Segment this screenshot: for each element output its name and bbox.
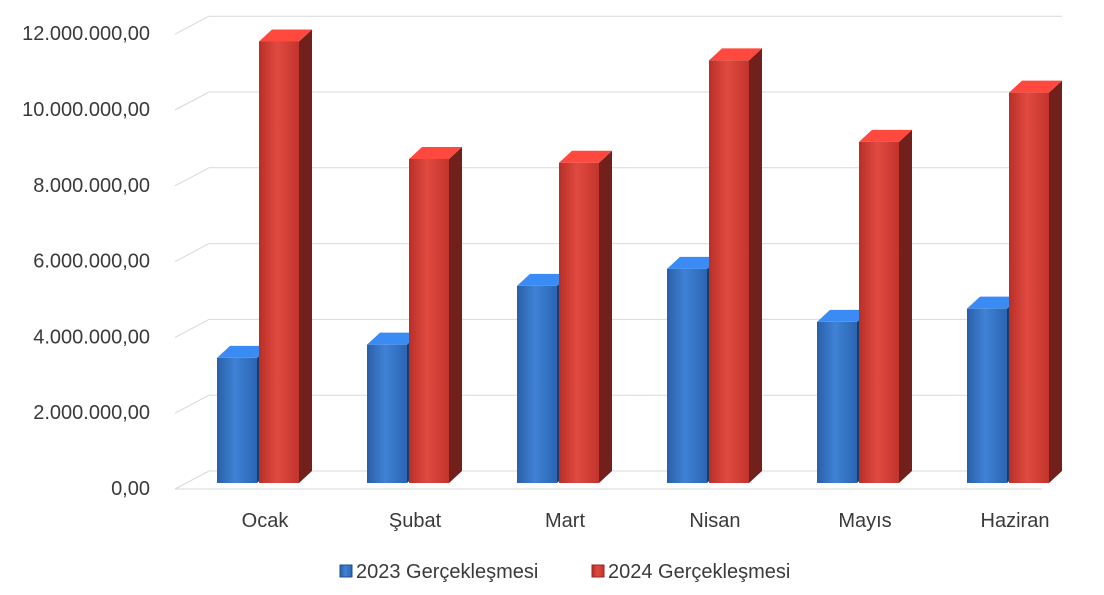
- bar-2024-2-top: [409, 146, 462, 159]
- x-axis-tick-labels: Ocak Şubat Mart Nisan Mayıs Haziran: [242, 510, 1050, 532]
- y-tick-label: 8.000.000,00: [33, 175, 150, 197]
- y-tick-label: 0,00: [111, 478, 150, 500]
- legend-swatch: [339, 564, 353, 578]
- gridline-depth: [174, 15, 210, 35]
- bar-2024-1-front: [259, 41, 299, 484]
- bar-2024-6: [1009, 80, 1062, 483]
- y-tick-label: 4.000.000,00: [33, 326, 150, 348]
- x-tick-label: Ocak: [242, 510, 290, 532]
- legend-label: 2023 Gerçekleşmesi: [356, 561, 538, 583]
- x-tick-label: Mayıs: [838, 510, 891, 532]
- bar-2024-3-front: [559, 162, 599, 483]
- bar-2023-3-top: [517, 273, 570, 286]
- bar-2024-5-side: [899, 129, 912, 483]
- legend: 2023 Gerçekleşmesi 2024 Gerçekleşmesi: [339, 561, 790, 583]
- bar-2024-1: [259, 29, 312, 484]
- bar-2023-6-front: [967, 308, 1007, 483]
- bar-2024-4-side: [749, 48, 762, 483]
- bar-2024-1-top: [259, 29, 312, 42]
- gridline-depth: [174, 318, 210, 338]
- bar-2023-5-top: [817, 309, 870, 322]
- bar-2023-5-front: [817, 321, 857, 483]
- gridline-depth: [174, 394, 210, 414]
- bar-2024-5-top: [859, 129, 912, 142]
- x-tick-label: Mart: [545, 510, 585, 532]
- bar-2024-3-side: [599, 150, 612, 483]
- bar-2024-4-top: [709, 48, 762, 61]
- y-tick-label: 12.000.000,00: [22, 23, 150, 45]
- x-tick-label: Nisan: [689, 510, 740, 532]
- bar-2024-6-side: [1049, 80, 1062, 483]
- gridline-depth: [174, 470, 210, 490]
- bar-2023-2-front: [367, 344, 407, 483]
- bar-2024-2-side: [449, 146, 462, 483]
- bar-2024-5: [859, 129, 912, 483]
- gridline-depth: [174, 243, 210, 263]
- bar-2024-6-front: [1009, 92, 1049, 483]
- bar-2024-4: [709, 48, 762, 483]
- y-axis-tick-labels: 0,00 2.000.000,00 4.000.000,00 6.000.000,00…: [22, 23, 150, 500]
- bar-2023-4-top: [667, 256, 720, 269]
- y-tick-label: 10.000.000,00: [22, 99, 150, 121]
- bar-2024-3-top: [559, 150, 612, 163]
- bar-2024-3: [559, 150, 612, 483]
- x-tick-label: Haziran: [981, 510, 1050, 532]
- bar-2024-1-side: [299, 29, 312, 484]
- bars: [217, 29, 1062, 484]
- bar-2023-4-front: [667, 268, 707, 483]
- x-tick-label: Şubat: [389, 510, 442, 532]
- gridline-depth: [174, 167, 210, 187]
- bar-2023-3-front: [517, 285, 557, 483]
- bar-2024-6-top: [1009, 80, 1062, 93]
- y-tick-label: 2.000.000,00: [33, 402, 150, 424]
- bar-2023-1-top: [217, 345, 270, 358]
- bar-2023-6-top: [967, 296, 1020, 309]
- bar-2024-2: [409, 146, 462, 483]
- bar-2024-2-front: [409, 158, 449, 483]
- y-tick-label: 6.000.000,00: [33, 251, 150, 273]
- bar-2024-5-front: [859, 141, 899, 483]
- bar-2023-2-top: [367, 332, 420, 345]
- legend-label: 2024 Gerçekleşmesi: [608, 561, 790, 583]
- bar-2023-1-front: [217, 357, 257, 483]
- gridlines: [174, 15, 1062, 490]
- legend-swatch: [591, 564, 605, 578]
- gridline-depth: [174, 91, 210, 111]
- bar-2024-4-front: [709, 60, 749, 483]
